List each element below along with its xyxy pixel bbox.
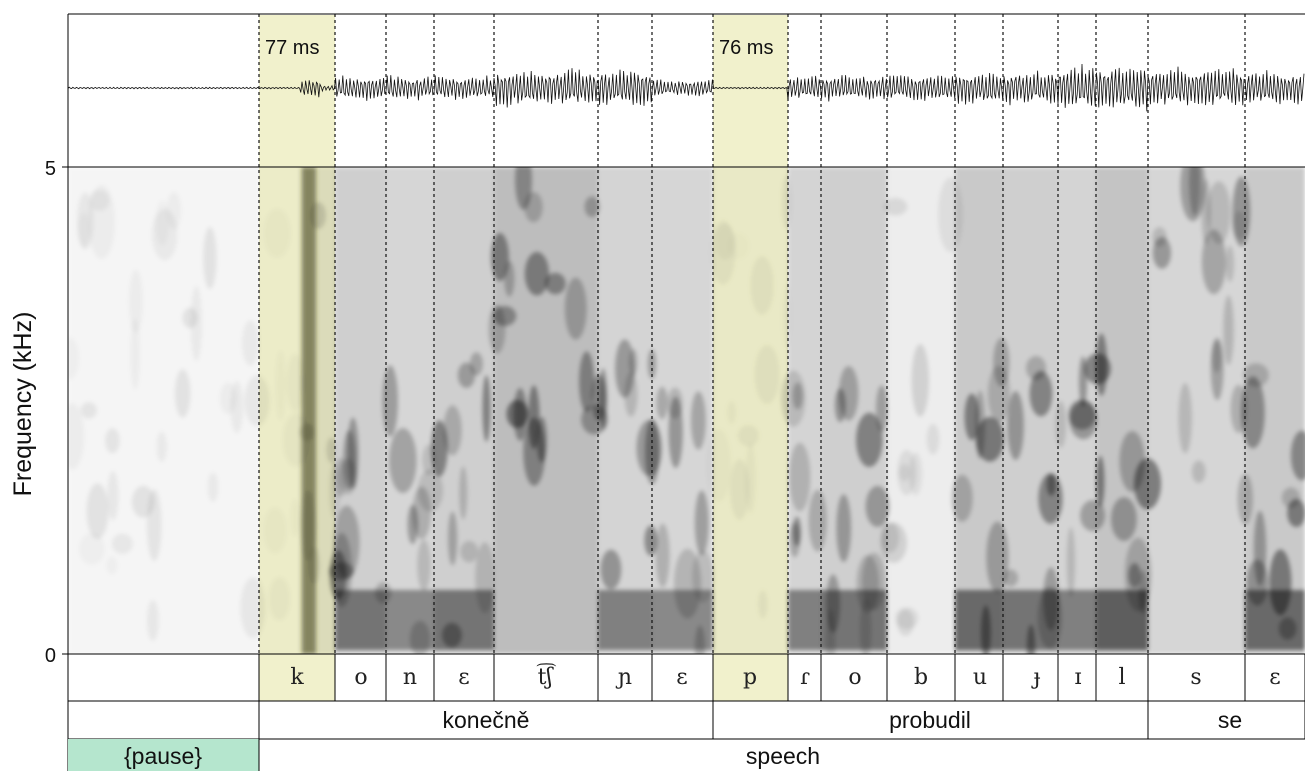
phone-palatal-stop: ɟ [1031, 665, 1041, 690]
phone-u: u [973, 665, 987, 690]
phone-tap: ɾ [800, 665, 810, 690]
segment-speech-label: speech [746, 743, 820, 769]
word-konecne: konečně [443, 707, 530, 733]
duration-label-p: 76 ms [719, 37, 773, 59]
phone-epsilon: ɛ [458, 665, 469, 690]
pause-segment [68, 739, 259, 771]
phone-p: p [743, 665, 757, 690]
panel-frame [67, 13, 1305, 771]
phone-small-i: ɪ [1074, 665, 1081, 690]
spectrogram [68, 167, 1305, 654]
phone-epsilon: ɛ [676, 665, 687, 690]
phone-epsilon: ɛ [1269, 665, 1280, 690]
y-tick-label-bottom: 0 [45, 645, 56, 667]
tier-boundaries [258, 654, 1305, 739]
duration-label-k: 77 ms [265, 37, 319, 59]
phone-boundaries-dotted [258, 14, 1246, 654]
phone-o: o [848, 665, 861, 690]
phone-n: n [403, 665, 417, 690]
segment-pause-label: {pause} [124, 743, 202, 769]
phone-s: s [1190, 665, 1201, 690]
phone-palatal-nasal: ɲ [615, 665, 632, 690]
y-axis-label: Frequency (kHz) [9, 312, 37, 497]
phone-k: k [290, 665, 304, 690]
phone-tesh: t͡ʃ [536, 662, 556, 690]
word-tier: konečně probudil se [443, 707, 1243, 733]
waveform-trace [67, 63, 1305, 112]
word-probudil: probudil [889, 707, 971, 733]
phone-b: b [914, 665, 928, 690]
word-se: se [1218, 707, 1242, 733]
phone-tier: k o n ɛ t͡ʃ ɲ ɛ p ɾ o b u ɟ ɪ l s ɛ [290, 662, 1280, 690]
phone-o: o [354, 665, 367, 690]
phone-l: l [1118, 665, 1125, 690]
y-tick-label-top: 5 [45, 158, 56, 180]
